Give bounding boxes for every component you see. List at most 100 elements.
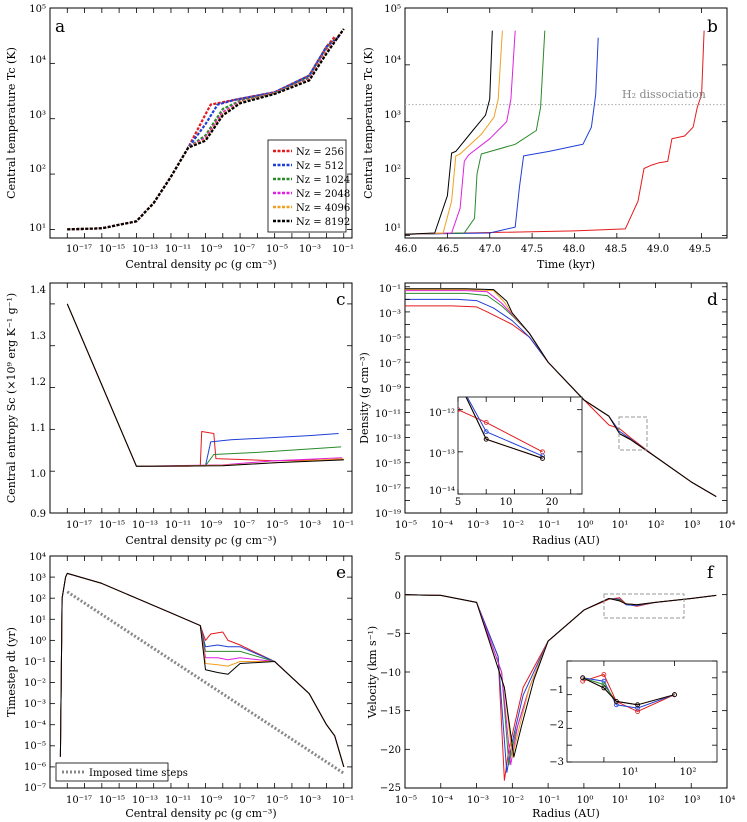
- panel-c-letter: c: [336, 290, 346, 310]
- panel-d-ytick: 10⁻⁵: [379, 334, 401, 345]
- legend-label: Nz = 1024: [296, 175, 350, 186]
- inset-xtick: 20: [546, 497, 559, 508]
- legend-entry: Nz = 4096: [273, 203, 350, 214]
- panel-b-xlabel: Time (kyr): [537, 258, 595, 271]
- panel-d-xticks: 10⁻⁵ 10⁻⁴ 10⁻³ 10⁻² 10⁻¹ 10⁰ 10¹ 10² 10³…: [395, 520, 735, 531]
- panel-c-xtick: 10⁻⁵: [266, 520, 288, 531]
- panel-d-yticks: 10⁻¹⁹ 10⁻¹⁷ 10⁻¹⁵ 10⁻¹³ 10⁻¹¹ 10⁻⁹ 10⁻⁷ …: [375, 284, 401, 520]
- panel-f-ytick: −25: [380, 783, 401, 794]
- panel-c-xticks: 10⁻¹⁷ 10⁻¹⁵ 10⁻¹³ 10⁻¹¹ 10⁻⁹ 10⁻⁷ 10⁻⁵ 1…: [66, 520, 354, 531]
- panel-c-xtick: 10⁻¹: [332, 520, 354, 531]
- panel-b-frame: [404, 7, 728, 239]
- panel-d: 5 10 20 10⁻¹² 10⁻¹³ 10⁻¹⁴ d 10⁻⁵ 10⁻⁴ 10…: [358, 282, 735, 547]
- panel-d-inset-xticks: 5 10 20: [455, 497, 559, 508]
- panel-f-xlabel: Radius (AU): [532, 807, 600, 820]
- inset-data-point: [483, 429, 489, 435]
- series-line-6: [59, 572, 345, 768]
- series-line-6: [66, 303, 344, 467]
- panel-f-ytick: −10: [380, 668, 401, 679]
- panel-c-ytick: 1.4: [30, 285, 46, 296]
- legend-label: Nz = 8192: [296, 217, 350, 228]
- axis-ticks: [457, 397, 582, 495]
- panel-c-ytick: 1.3: [30, 331, 46, 342]
- panel-c-xtick: 10⁻¹³: [132, 520, 158, 531]
- panel-e: e Imposed time steps 10⁻¹⁷ 10⁻¹⁵ 10⁻¹³ 1…: [5, 552, 354, 820]
- panel-f-xtick: 10⁻¹: [538, 795, 560, 806]
- legend-label: Nz = 4096: [296, 203, 350, 214]
- panel-f-xtick: 10⁴: [719, 795, 736, 806]
- panel-b-ytick: 10⁵: [384, 4, 401, 15]
- inset-data-point: [483, 419, 489, 425]
- panel-c-ytick: 1.0: [30, 469, 46, 480]
- axis-ticks: [404, 283, 728, 514]
- series-line-3: [405, 30, 546, 235]
- panel-e-xtick: 10⁻¹: [332, 795, 354, 806]
- panel-e-ytick: 10⁻⁵: [24, 741, 46, 752]
- panel-d-ytick: 10⁻¹: [379, 284, 401, 295]
- panel-b-xtick: 47.0: [479, 244, 501, 255]
- panel-c-ytick: 0.9: [30, 509, 46, 520]
- series-line-1: [405, 30, 705, 235]
- panel-f-inset-xticks: 10¹ 10²: [622, 767, 697, 778]
- panel-e-series: [49, 555, 352, 789]
- legend-entry: Nz = 1024: [273, 175, 350, 186]
- panel-b-ytick: 10¹: [384, 223, 401, 234]
- panel-e-xtick: 10⁻⁷: [233, 795, 255, 806]
- panel-d-xtick: 10⁰: [577, 520, 594, 531]
- panel-c-ylabel: Central entropy Sc (×10⁹ erg K⁻¹ g⁻¹): [5, 293, 18, 503]
- inset-plot-area: [580, 672, 677, 714]
- inset-ytick: −1: [549, 685, 564, 696]
- panel-c-xtick: 10⁻¹⁷: [66, 520, 92, 531]
- panel-a-xlabel: Central density ρc (g cm⁻³): [125, 258, 276, 271]
- panel-b-xtick: 49.0: [647, 244, 669, 255]
- inset-data-point: [483, 436, 489, 442]
- inset-series-line-1: [458, 409, 543, 453]
- panel-b: b H₂ dissociation 46.0 46.5 47.0 47.5 48…: [362, 4, 728, 271]
- series-line-4: [405, 30, 516, 235]
- panel-d-xtick: 10⁻²: [502, 520, 524, 531]
- panel-e-xtick: 10⁻¹³: [132, 795, 158, 806]
- panel-d-xlabel: Radius (AU): [532, 534, 600, 547]
- legend-entry: Nz = 2048: [273, 189, 350, 200]
- legend-label: Nz = 2048: [296, 189, 350, 200]
- panel-d-xtick: 10⁻¹: [538, 520, 560, 531]
- panel-c-xtick: 10⁻¹¹: [165, 520, 191, 531]
- panel-f-inset: 10¹ 10² −1 −2 −3: [549, 660, 718, 778]
- panel-c-frame: [49, 282, 353, 514]
- panel-f-xtick: 10³: [684, 795, 701, 806]
- panel-a-xtick: 10⁻³: [299, 244, 321, 255]
- panel-e-ytick: 10¹: [29, 615, 46, 626]
- series-line-6: [405, 30, 493, 235]
- legend-box: [55, 762, 169, 782]
- panel-c-xlabel: Central density ρc (g cm⁻³): [125, 534, 276, 547]
- panel-d-series: [404, 283, 728, 514]
- panel-f-ylabel: Velocity (km s⁻¹): [366, 626, 379, 719]
- panel-d-xtick: 10¹: [612, 520, 629, 531]
- panel-b-ylabel: Central temperature Tc (K): [362, 47, 375, 199]
- inset-data-point: [540, 455, 545, 461]
- axis-ticks: [404, 555, 728, 789]
- panel-d-inset-yticks: 10⁻¹² 10⁻¹³ 10⁻¹⁴: [429, 408, 455, 497]
- inset-data-point: [601, 672, 607, 677]
- panel-e-xlabel: Central density ρc (g cm⁻³): [125, 807, 276, 820]
- panel-a: a 10⁻¹⁷ 10⁻¹⁵ 10⁻¹³ 10⁻¹¹ 10⁻⁹ 10⁻⁷ 10⁻⁵…: [5, 4, 354, 271]
- panel-f-xticks: 10⁻⁵ 10⁻⁴ 10⁻³ 10⁻² 10⁻¹ 10⁰ 10¹ 10² 10³…: [395, 795, 735, 806]
- panel-a-ytick: 10²: [29, 164, 46, 175]
- panel-a-ytick: 10¹: [29, 223, 46, 234]
- inset-series-line-6: [582, 677, 675, 706]
- panel-b-xtick: 49.5: [689, 244, 711, 255]
- zoom-box: [603, 593, 685, 619]
- panel-d-inset: 5 10 20 10⁻¹² 10⁻¹³ 10⁻¹⁴: [429, 396, 583, 508]
- panel-a-xticks: 10⁻¹⁷ 10⁻¹⁵ 10⁻¹³ 10⁻¹¹ 10⁻⁹ 10⁻⁷ 10⁻⁵ 1…: [66, 244, 354, 255]
- panel-b-xtick: 47.5: [521, 244, 543, 255]
- panel-c: c 10⁻¹⁷ 10⁻¹⁵ 10⁻¹³ 10⁻¹¹ 10⁻⁹ 10⁻⁷ 10⁻⁵…: [5, 282, 354, 547]
- panel-a-ytick: 10⁴: [29, 55, 46, 66]
- panel-b-xtick: 48.5: [605, 244, 627, 255]
- panel-e-ylabel: Timestep dt (yr): [5, 627, 18, 717]
- imposed-time-steps-line: [66, 590, 345, 775]
- panel-c-xtick: 10⁻⁷: [233, 520, 255, 531]
- panel-b-ytick: 10²: [384, 164, 401, 175]
- inset-data-point: [635, 705, 640, 711]
- h2-dissociation-annotation: H₂ dissociation: [622, 88, 706, 101]
- inset-data-point: [580, 675, 586, 681]
